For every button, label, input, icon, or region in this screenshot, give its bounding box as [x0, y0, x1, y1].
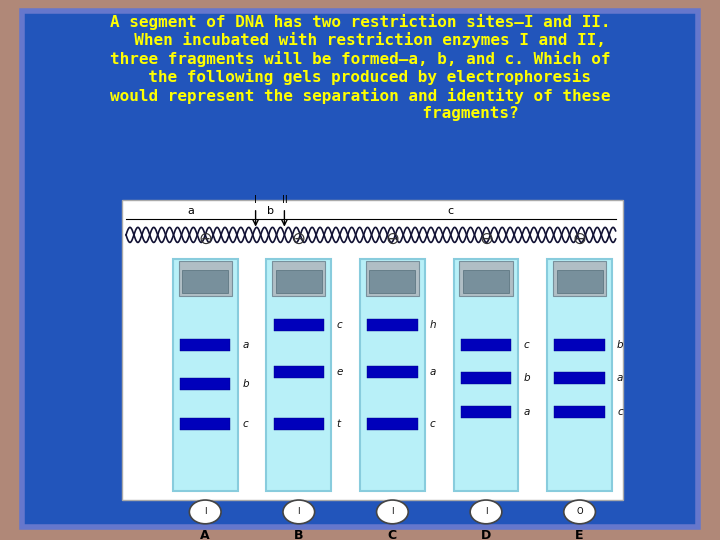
Text: I: I [204, 508, 207, 516]
Bar [554, 372, 605, 384]
Text: I: I [254, 195, 257, 205]
Text: ⊖: ⊖ [479, 230, 493, 248]
Bar [463, 270, 509, 293]
Text: O: O [576, 508, 583, 516]
Bar [180, 417, 230, 429]
Circle shape [189, 500, 221, 524]
Text: b: b [266, 206, 274, 216]
Text: C: C [388, 529, 397, 540]
Bar [276, 270, 322, 293]
Text: h: h [430, 320, 436, 330]
Text: c: c [617, 407, 623, 417]
Text: ⊖: ⊖ [385, 230, 400, 248]
Text: ⊖: ⊖ [292, 230, 306, 248]
Circle shape [377, 500, 408, 524]
Text: c: c [243, 418, 248, 429]
Text: I: I [297, 508, 300, 516]
Text: c: c [336, 320, 342, 330]
Text: b: b [617, 340, 624, 349]
Bar [180, 339, 230, 350]
Bar [266, 259, 331, 491]
Bar [360, 259, 425, 491]
Bar [461, 372, 511, 384]
Bar [274, 366, 324, 378]
Circle shape [564, 500, 595, 524]
Text: A: A [200, 529, 210, 540]
Text: E: E [575, 529, 584, 540]
Text: A segment of DNA has two restriction sites–I and II.
  When incubated with restr: A segment of DNA has two restriction sit… [109, 14, 611, 122]
Text: B: B [294, 529, 304, 540]
Bar [553, 261, 606, 296]
Text: t: t [336, 418, 341, 429]
Bar [173, 259, 238, 491]
Bar [179, 261, 232, 296]
Bar [554, 339, 605, 350]
Bar [367, 319, 418, 331]
Bar [369, 270, 415, 293]
Text: I: I [485, 508, 487, 516]
Text: c: c [523, 340, 529, 349]
Text: b: b [523, 373, 530, 383]
Text: a: a [430, 367, 436, 377]
Bar [122, 200, 623, 500]
Text: b: b [243, 379, 249, 389]
Bar [367, 417, 418, 429]
Text: D: D [481, 529, 491, 540]
Circle shape [283, 500, 315, 524]
Text: I: I [391, 508, 394, 516]
Bar [367, 366, 418, 378]
Bar [274, 417, 324, 429]
Bar [180, 378, 230, 390]
Text: ⊖: ⊖ [198, 230, 212, 248]
Text: e: e [336, 367, 343, 377]
Bar [557, 270, 603, 293]
Text: a: a [243, 340, 249, 349]
Bar [366, 261, 419, 296]
Text: a: a [187, 206, 194, 216]
Circle shape [470, 500, 502, 524]
Bar [274, 319, 324, 331]
Text: a: a [617, 373, 624, 383]
Bar [272, 261, 325, 296]
Text: a: a [523, 407, 530, 417]
Bar [454, 259, 518, 491]
Text: c: c [430, 418, 436, 429]
Text: II: II [282, 195, 287, 205]
Bar [461, 339, 511, 350]
Bar [459, 261, 513, 296]
Text: c: c [447, 206, 453, 216]
Bar [182, 270, 228, 293]
Bar [554, 406, 605, 418]
Text: ⊖: ⊖ [572, 230, 587, 248]
Bar [461, 406, 511, 418]
Bar [547, 259, 612, 491]
